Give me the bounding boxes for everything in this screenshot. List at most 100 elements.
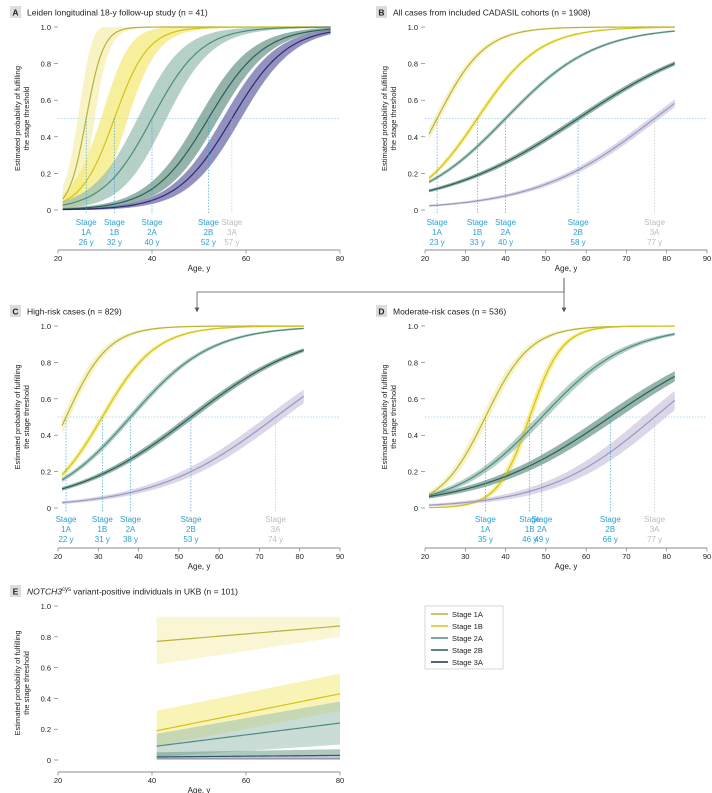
x-tick-label: 40 bbox=[134, 552, 142, 561]
panel-letter-box bbox=[10, 585, 21, 597]
legend: Stage 1A Stage 1B Stage 2A Stage 2B Stage 3A bbox=[424, 605, 504, 670]
band-stage-2A bbox=[429, 332, 675, 498]
curve-stage-1B bbox=[156, 693, 341, 732]
stage-label-code: 1A bbox=[81, 228, 91, 237]
panel-letter: B bbox=[378, 8, 384, 18]
x-tick-label: 20 bbox=[54, 552, 62, 561]
stage-label-age: 22 y bbox=[58, 535, 73, 544]
curve-stage-3A bbox=[428, 102, 676, 207]
stage-label-age: 35 y bbox=[478, 535, 493, 544]
y-tick-label: 0.4 bbox=[41, 133, 51, 142]
stage-label-code: 2B bbox=[204, 228, 214, 237]
panel-letter: E bbox=[13, 587, 19, 597]
y-axis-label: Estimated probability of fulfillingthe s… bbox=[13, 66, 31, 171]
x-tick-label: 50 bbox=[542, 254, 550, 263]
x-tick-label: 20 bbox=[421, 552, 429, 561]
x-tick-label: 70 bbox=[255, 552, 263, 561]
stage-label-code: 1A bbox=[481, 525, 491, 534]
curve-stage-2A bbox=[62, 26, 331, 206]
stage-label-word: Stage bbox=[467, 218, 488, 227]
x-axis-label: Age, y bbox=[188, 264, 211, 273]
y-tick-label: 0.8 bbox=[41, 358, 51, 367]
x-tick-label: 30 bbox=[94, 552, 102, 561]
band-stage-2B bbox=[429, 61, 675, 193]
panel-E: E NOTCH3cys variant-positive individuals … bbox=[10, 585, 344, 793]
y-tick-label: 0 bbox=[47, 206, 51, 215]
stage-label-word: Stage bbox=[56, 515, 77, 524]
y-tick-label: 1.0 bbox=[41, 602, 51, 611]
stage-label-code: 1A bbox=[432, 228, 442, 237]
band-stage-1B bbox=[62, 326, 304, 478]
curve-stage-1B bbox=[428, 26, 675, 179]
panel-title: Leiden longitudinal 18-y follow-up study… bbox=[27, 8, 208, 18]
y-tick-label: 0.2 bbox=[41, 725, 51, 734]
stage-label-age: 40 y bbox=[498, 238, 513, 247]
band-stage-2A bbox=[62, 327, 304, 483]
x-tick-label: 40 bbox=[148, 776, 156, 785]
stage-label-code: 1B bbox=[472, 228, 482, 237]
curve-stage-2A bbox=[428, 30, 675, 183]
panel-A: A Leiden longitudinal 18-y follow-up stud… bbox=[10, 6, 344, 273]
y-tick-label: 0.6 bbox=[408, 96, 418, 105]
curve-stage-1B bbox=[429, 325, 675, 509]
x-tick-label: 80 bbox=[663, 552, 671, 561]
stage-label-code: 3A bbox=[650, 228, 660, 237]
confidence-bands bbox=[156, 616, 340, 760]
stage-label-word: Stage bbox=[519, 515, 540, 524]
y-tick-label: 0.8 bbox=[41, 60, 51, 69]
panel-letter-box bbox=[10, 305, 21, 317]
stage-label-word: Stage bbox=[142, 218, 163, 227]
x-tick-label: 40 bbox=[501, 254, 509, 263]
curve-stage-1A bbox=[61, 325, 304, 426]
y-axis-label: Estimated probability of fulfillingthe s… bbox=[13, 364, 31, 469]
x-tick-label: 40 bbox=[501, 552, 509, 561]
x-tick-label: 50 bbox=[542, 552, 550, 561]
legend-label: Stage 2A bbox=[452, 634, 483, 643]
stage-label-code: 2B bbox=[605, 525, 615, 534]
curve-stage-1A bbox=[156, 625, 341, 643]
y-tick-label: 0.6 bbox=[41, 395, 51, 404]
stage-label-code: 1A bbox=[61, 525, 71, 534]
y-axis-label: Estimated probability of fulfillingthe s… bbox=[380, 66, 398, 171]
stage-label-word: Stage bbox=[495, 218, 516, 227]
stage-label-age: 31 y bbox=[95, 535, 110, 544]
y-tick-label: 0.2 bbox=[41, 468, 51, 477]
legend-label: Stage 3A bbox=[452, 658, 483, 667]
stage-label-age: 77 y bbox=[647, 535, 662, 544]
x-tick-label: 90 bbox=[336, 552, 344, 561]
x-tick-label: 70 bbox=[622, 254, 630, 263]
stage-label-age: 57 y bbox=[224, 238, 239, 247]
band-stage-3A bbox=[62, 29, 331, 210]
y-tick-label: 0 bbox=[47, 756, 51, 765]
x-tick-label: 90 bbox=[703, 552, 711, 561]
y-tick-label: 0 bbox=[414, 504, 418, 513]
panel-title: Moderate-risk cases (n = 536) bbox=[393, 307, 506, 317]
x-tick-label: 30 bbox=[461, 254, 469, 263]
y-tick-label: 1.0 bbox=[41, 322, 51, 331]
stage-label-age: 49 y bbox=[534, 535, 549, 544]
y-tick-label: 0.8 bbox=[408, 60, 418, 69]
x-axis-label: Age, y bbox=[188, 562, 211, 571]
stage-label-word: Stage bbox=[600, 515, 621, 524]
y-tick-label: 0.6 bbox=[41, 96, 51, 105]
stage-label-word: Stage bbox=[76, 218, 97, 227]
x-tick-label: 20 bbox=[54, 254, 62, 263]
y-tick-label: 0.8 bbox=[408, 358, 418, 367]
y-axis-label: Estimated probability of fulfillingthe s… bbox=[13, 630, 31, 735]
stage-label-code: 2B bbox=[573, 228, 583, 237]
band-stage-2A bbox=[429, 30, 675, 184]
panel-D: D Moderate-risk cases (n = 536) 0 0.2 0.4 0.6… bbox=[376, 305, 711, 571]
x-tick-label: 30 bbox=[461, 552, 469, 561]
band-stage-1A bbox=[156, 616, 340, 665]
x-tick-label: 60 bbox=[582, 254, 590, 263]
x-tick-label: 60 bbox=[242, 254, 250, 263]
stage-label-word: Stage bbox=[104, 218, 125, 227]
stage-label-code: 2A bbox=[501, 228, 511, 237]
panel-letter: A bbox=[12, 8, 18, 18]
stage-label-word: Stage bbox=[568, 218, 589, 227]
curve-stage-2B bbox=[156, 754, 341, 758]
stage-label-code: 3A bbox=[227, 228, 237, 237]
stage-label-age: 58 y bbox=[571, 238, 586, 247]
